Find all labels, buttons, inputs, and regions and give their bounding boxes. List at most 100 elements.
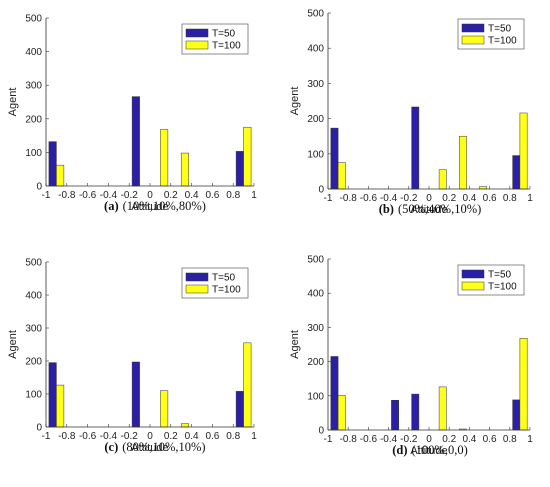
legend-swatch-t100 xyxy=(185,40,209,50)
panel-caption: (d) (100%,0,0) xyxy=(392,443,468,457)
y-tick-label: 400 xyxy=(25,291,42,302)
x-tick-label: 0.6 xyxy=(205,431,219,442)
x-tick-label: -0.6 xyxy=(79,431,97,442)
caption-letter: (d) xyxy=(392,443,407,457)
x-tick-label: -0.2 xyxy=(121,190,139,201)
y-tick-label: 300 xyxy=(25,324,42,335)
bar-t50 xyxy=(131,361,140,428)
legend: T=50T=100 xyxy=(457,18,525,50)
bar-t100 xyxy=(243,342,252,428)
y-tick-label: 0 xyxy=(318,185,324,196)
x-tick-label: -0.2 xyxy=(121,431,139,442)
panel-caption: (b) (50%,40%,10%) xyxy=(379,202,482,216)
legend-swatch-t50 xyxy=(461,23,485,33)
x-tick-label: 1 xyxy=(251,190,257,201)
x-tick-label: 0.2 xyxy=(442,193,456,204)
y-tick-label: 500 xyxy=(25,14,42,25)
panel-caption: (a) (10%,10%,80%) xyxy=(104,199,206,213)
y-tick-label: 200 xyxy=(25,357,42,368)
caption-letter: (b) xyxy=(379,202,394,216)
y-tick-label: 0 xyxy=(36,423,42,434)
x-tick-label: -1 xyxy=(324,434,333,445)
y-tick-label: 400 xyxy=(25,47,42,58)
caption-letter: (c) xyxy=(104,440,118,454)
y-tick-label: 400 xyxy=(307,289,324,300)
bar-t50 xyxy=(330,356,339,431)
bar-t100 xyxy=(180,423,189,428)
x-tick-label: 1 xyxy=(251,431,257,442)
caption-text: (80%,10%,10%) xyxy=(122,440,205,454)
bar-t100 xyxy=(337,162,346,190)
legend-swatch-t50 xyxy=(461,269,485,279)
bar-t50 xyxy=(391,400,399,431)
legend-label: T=100 xyxy=(212,285,241,296)
x-tick-label: 0.4 xyxy=(462,434,476,445)
bar-t100 xyxy=(180,152,189,187)
bar-t100 xyxy=(160,390,169,428)
bar-t50 xyxy=(512,155,521,190)
x-tick-label: 0.6 xyxy=(483,193,497,204)
y-axis-label: Agent xyxy=(7,88,19,117)
legend-label: T=100 xyxy=(488,36,517,47)
x-tick-label: -1 xyxy=(42,431,51,442)
y-tick-label: 500 xyxy=(307,9,324,20)
x-tick-label: -0.6 xyxy=(79,190,97,201)
x-tick-label: 0.8 xyxy=(226,431,240,442)
chart-panel: -1 -0.8 -0.6 -0.4 -0.2 0 0.2 0.4 0.6 0.8 1 0 100 200 3… xyxy=(7,258,257,455)
x-axis-label: Attitude xyxy=(410,204,447,216)
y-tick-label: 500 xyxy=(25,258,42,269)
x-tick-label: -0.4 xyxy=(380,193,398,204)
x-tick-label: -0.4 xyxy=(100,431,118,442)
legend-swatch-t100 xyxy=(461,281,485,291)
x-tick-label: -1 xyxy=(324,193,333,204)
legend-label: T=100 xyxy=(488,282,517,293)
x-tick-label: -0.2 xyxy=(400,193,418,204)
bar-t100 xyxy=(337,395,346,431)
bar-t100 xyxy=(519,112,528,190)
y-tick-label: 300 xyxy=(307,323,324,334)
x-tick-label: 0.6 xyxy=(205,190,219,201)
bar-t50 xyxy=(235,391,244,428)
legend-label: T=50 xyxy=(212,273,236,284)
bar-t50 xyxy=(411,106,420,190)
y-tick-label: 100 xyxy=(25,390,42,401)
bar-t50 xyxy=(411,393,420,431)
y-axis-label: Agent xyxy=(289,87,301,116)
bar-t100 xyxy=(243,126,252,187)
y-tick-label: 400 xyxy=(307,44,324,55)
y-tick-label: 100 xyxy=(25,148,42,159)
bar-t100 xyxy=(56,384,65,428)
caption-text: (100%,0,0) xyxy=(412,443,468,457)
x-tick-label: 0.4 xyxy=(185,190,199,201)
legend-swatch-t50 xyxy=(185,28,209,38)
x-tick-label: -0.6 xyxy=(360,193,378,204)
x-tick-label: 1 xyxy=(527,434,533,445)
bar-t50 xyxy=(48,362,57,428)
x-tick-label: 0.6 xyxy=(483,434,497,445)
x-tick-label: 1 xyxy=(527,193,533,204)
y-tick-label: 200 xyxy=(25,114,42,125)
x-tick-label: -0.2 xyxy=(400,434,418,445)
x-tick-label: 0 xyxy=(147,431,153,442)
y-tick-label: 200 xyxy=(307,114,324,125)
bar-t100 xyxy=(438,386,447,431)
caption-text: (50%,40%,10%) xyxy=(398,202,481,216)
caption-letter: (a) xyxy=(104,199,119,213)
x-tick-label: 0.8 xyxy=(503,193,517,204)
bar-t100 xyxy=(160,129,169,187)
y-tick-label: 200 xyxy=(307,357,324,368)
x-tick-label: 0.2 xyxy=(164,190,178,201)
x-tick-label: 0.2 xyxy=(442,434,456,445)
x-tick-label: -0.8 xyxy=(340,434,358,445)
x-tick-label: 0 xyxy=(426,434,432,445)
legend: T=50T=100 xyxy=(181,267,249,299)
x-axis-label: Attitude xyxy=(131,442,168,454)
x-tick-label: -0.4 xyxy=(380,434,398,445)
x-tick-label: 0.4 xyxy=(462,193,476,204)
panel-caption: (c) (80%,10%,10%) xyxy=(104,440,205,454)
bar-t100 xyxy=(56,164,65,187)
bar-t100 xyxy=(438,169,447,190)
legend-swatch-t100 xyxy=(185,284,209,294)
x-tick-label: 0 xyxy=(147,190,153,201)
